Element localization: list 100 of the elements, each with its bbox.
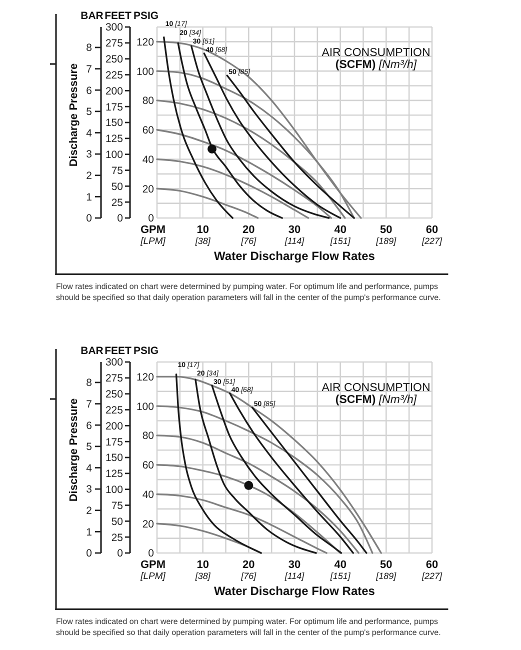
annotation: AIR CONSUMPTION — [322, 382, 430, 394]
y-tick-label: 20 — [142, 183, 154, 196]
text: Discharge Pressure — [68, 398, 80, 502]
y2-tick-label: 300 — [105, 356, 124, 369]
annotation: (SCFM) [Nm³/h] — [335, 394, 418, 406]
y2-tick-label: 250 — [105, 54, 124, 66]
y2-tick-label: 150 — [105, 452, 124, 464]
line-series — [156, 434, 360, 554]
y3-tick-label: 5 — [86, 106, 92, 118]
y3-tick-label: 1 — [86, 191, 92, 204]
y2-tick-label: 175 — [105, 101, 124, 114]
y3-tick-label: 2 — [86, 505, 92, 518]
y3-tick-label: 7 — [86, 63, 92, 76]
y2-tick-label: 250 — [105, 388, 124, 401]
line-series — [226, 74, 355, 219]
line-series — [156, 493, 328, 554]
x-tick-label: 30 — [288, 224, 301, 236]
y2-tick-label: 25 — [111, 196, 124, 209]
y2-axis-title: FEET — [104, 345, 132, 357]
x-tick-label: 10 — [196, 224, 209, 236]
y2-tick-label: 75 — [111, 500, 124, 512]
y3-tick-label: 3 — [86, 148, 92, 161]
x2-tick-label: [227] — [420, 236, 442, 246]
y2-tick-label: 150 — [105, 117, 124, 130]
x2-axis-title: [LPM] — [140, 571, 166, 582]
y3-axis-title: BAR — [80, 345, 104, 357]
y-tick-label: 40 — [142, 488, 154, 501]
y2-tick-label: 225 — [105, 69, 124, 82]
y3-tick-label: 0 — [86, 212, 92, 225]
x2-tick-label: [114] — [284, 571, 305, 581]
x-axis-title: GPM — [140, 559, 166, 571]
x2-tick-label: [76] — [240, 236, 257, 246]
line-series — [156, 188, 259, 219]
y2-tick-label: 225 — [105, 404, 124, 416]
y2-tick-label: 100 — [105, 149, 124, 162]
x-tick-label: 30 — [288, 559, 301, 571]
y2-tick-label: 275 — [105, 38, 124, 50]
line-series — [156, 464, 342, 554]
y-tick-label: 120 — [136, 371, 154, 384]
y-tick-label: 20 — [142, 518, 154, 530]
x2-axis-title: [LPM] — [140, 236, 166, 247]
x2-tick-label: [151] — [329, 571, 351, 581]
x-tick-label: 50 — [380, 224, 392, 236]
y2-tick-label: 125 — [105, 133, 124, 146]
y2-tick-label: 0 — [117, 548, 124, 560]
y2-tick-label: 25 — [111, 532, 124, 544]
y-axis-title: PSIG — [133, 345, 159, 357]
x2-tick-label: [189] — [375, 236, 397, 246]
x-tick-label: 60 — [426, 224, 438, 236]
y-tick-label: 0 — [148, 548, 154, 560]
y3-tick-label: 6 — [86, 84, 92, 97]
y-tick-label: 80 — [142, 95, 154, 108]
x2-tick-label: [189] — [375, 571, 397, 581]
y2-tick-label: 200 — [105, 85, 124, 98]
y-tick-label: 120 — [136, 36, 154, 48]
text: Water Discharge Flow Rates — [214, 584, 376, 598]
x-tick-label: 40 — [334, 559, 346, 571]
x-tick-label: 20 — [242, 559, 255, 571]
y3-tick-label: 4 — [86, 127, 92, 140]
y3-tick-label: 2 — [86, 170, 92, 182]
y-tick-label: 40 — [142, 154, 154, 166]
x2-tick-label: [76] — [240, 571, 257, 581]
y2-tick-label: 75 — [111, 164, 124, 177]
line-series — [156, 158, 310, 219]
x-tick-label: 50 — [380, 559, 392, 571]
y-axis-title: PSIG — [133, 10, 159, 22]
x2-tick-label: [38] — [194, 571, 211, 581]
y3-axis-title: BAR — [80, 10, 104, 22]
line-series — [156, 100, 346, 219]
x2-tick-label: [38] — [194, 236, 211, 246]
y2-tick-label: 100 — [105, 484, 124, 496]
y2-tick-label: 50 — [111, 516, 124, 528]
x-tick-label: 60 — [426, 559, 438, 571]
annotation: (SCFM) [Nm³/h] — [335, 59, 418, 71]
y-tick-label: 0 — [148, 212, 154, 225]
annotation: AIR CONSUMPTION — [322, 47, 430, 59]
y-tick-label: 60 — [142, 124, 154, 137]
y3-tick-label: 3 — [86, 484, 92, 496]
x2-tick-label: [151] — [329, 236, 351, 246]
y-tick-label: 60 — [142, 460, 154, 472]
y3-tick-label: 8 — [86, 42, 92, 54]
x2-tick-label: [114] — [284, 236, 305, 246]
line-series — [251, 406, 368, 554]
y3-tick-label: 7 — [86, 398, 92, 410]
line-series — [156, 128, 332, 219]
line-series — [194, 378, 317, 554]
y3-tick-label: 4 — [86, 462, 92, 474]
y-tick-label: 100 — [136, 66, 154, 78]
y3-tick-label: 8 — [86, 377, 92, 390]
x-tick-label: 40 — [334, 224, 346, 236]
text: Flow rates indicated on chart were determined by pumping water. For optimum life and performance, pumps should be specified so that daily operation parameters will fall in the center of the pump's performance curve. — [56, 617, 441, 637]
y-tick-label: 80 — [142, 430, 154, 442]
x2-tick-label: [227] — [420, 571, 442, 581]
text: Flow rates indicated on chart were determined by pumping water. For optimum life and performance, pumps should be specified so that daily operation parameters will fall in the center of the pump's performance curve. — [56, 282, 441, 302]
y2-tick-label: 200 — [105, 420, 124, 432]
y2-tick-label: 275 — [105, 372, 124, 385]
y3-tick-label: 5 — [86, 441, 92, 454]
y3-tick-label: 0 — [86, 548, 92, 560]
y-tick-label: 100 — [136, 400, 154, 413]
x-tick-label: 20 — [242, 224, 255, 236]
